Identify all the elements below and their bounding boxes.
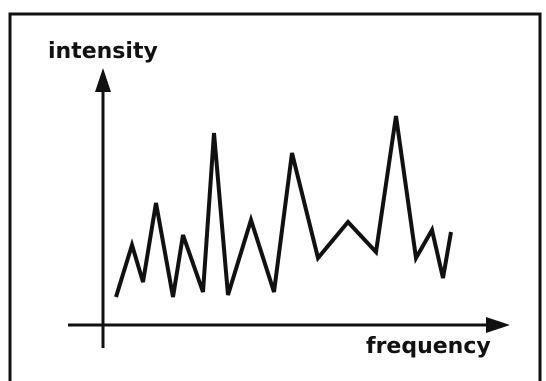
frame bbox=[8, 12, 542, 381]
spectrum-line bbox=[114, 115, 453, 298]
y-axis-arrow bbox=[95, 68, 111, 92]
y-axis-label: intensity bbox=[48, 39, 158, 64]
x-axis-label: frequency bbox=[366, 334, 491, 359]
x-axis-arrow bbox=[486, 317, 510, 333]
